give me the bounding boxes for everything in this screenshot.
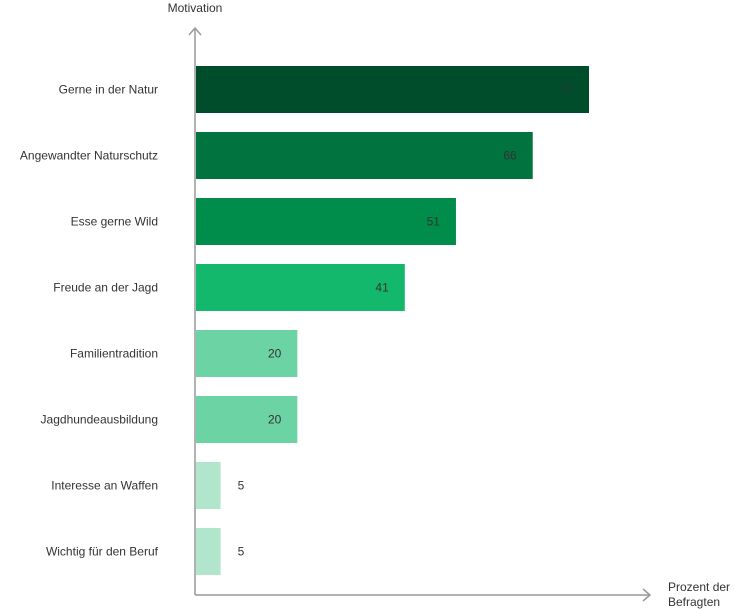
category-label: Angewandter Naturschutz: [20, 149, 158, 163]
value-label: 5: [238, 545, 245, 559]
bar: [196, 198, 456, 245]
bar: [196, 396, 298, 443]
x-axis-label-line2: Befragten: [668, 595, 720, 609]
category-label: Familientradition: [70, 347, 158, 361]
bar: [196, 528, 221, 575]
bar: [196, 66, 589, 113]
category-label: Esse gerne Wild: [71, 215, 158, 229]
category-label: Gerne in der Natur: [59, 83, 158, 97]
value-label: 77: [560, 83, 574, 97]
value-label: 20: [268, 413, 282, 427]
bar: [196, 132, 533, 179]
x-axis-arrow: [642, 588, 652, 602]
x-axis-label-line1: Prozent der: [668, 580, 730, 594]
category-label: Jagdhundeausbildung: [41, 413, 158, 427]
bar: [196, 462, 221, 509]
value-label: 5: [238, 479, 245, 493]
value-label: 66: [503, 149, 517, 163]
value-label: 20: [268, 347, 282, 361]
value-label: 41: [375, 281, 389, 295]
bar: [196, 330, 298, 377]
category-label: Wichtig für den Beruf: [46, 545, 159, 559]
y-axis-label: Motivation: [168, 1, 223, 15]
y-axis-arrow: [188, 26, 202, 36]
value-label: 51: [427, 215, 441, 229]
category-label: Freude an der Jagd: [53, 281, 158, 295]
bar: [196, 264, 405, 311]
category-label: Interesse an Waffen: [51, 479, 158, 493]
